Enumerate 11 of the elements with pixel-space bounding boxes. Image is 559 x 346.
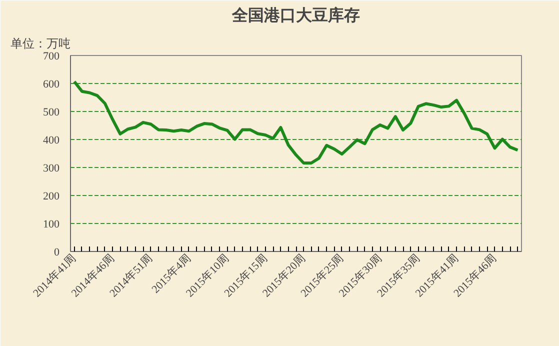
- y-tick-label: 700: [43, 50, 60, 62]
- y-tick-label: 500: [43, 106, 60, 118]
- chart-title: 全国港口大豆库存: [231, 6, 360, 24]
- y-tick-label: 0: [54, 246, 60, 258]
- y-tick-label: 100: [43, 218, 60, 230]
- y-axis-title: 单位：万吨: [10, 36, 70, 50]
- y-tick-label: 400: [43, 134, 60, 146]
- y-tick-label: 600: [43, 78, 60, 90]
- line-series: [72, 80, 520, 165]
- y-tick-label: 300: [43, 162, 60, 174]
- y-tick-label: 200: [43, 190, 60, 202]
